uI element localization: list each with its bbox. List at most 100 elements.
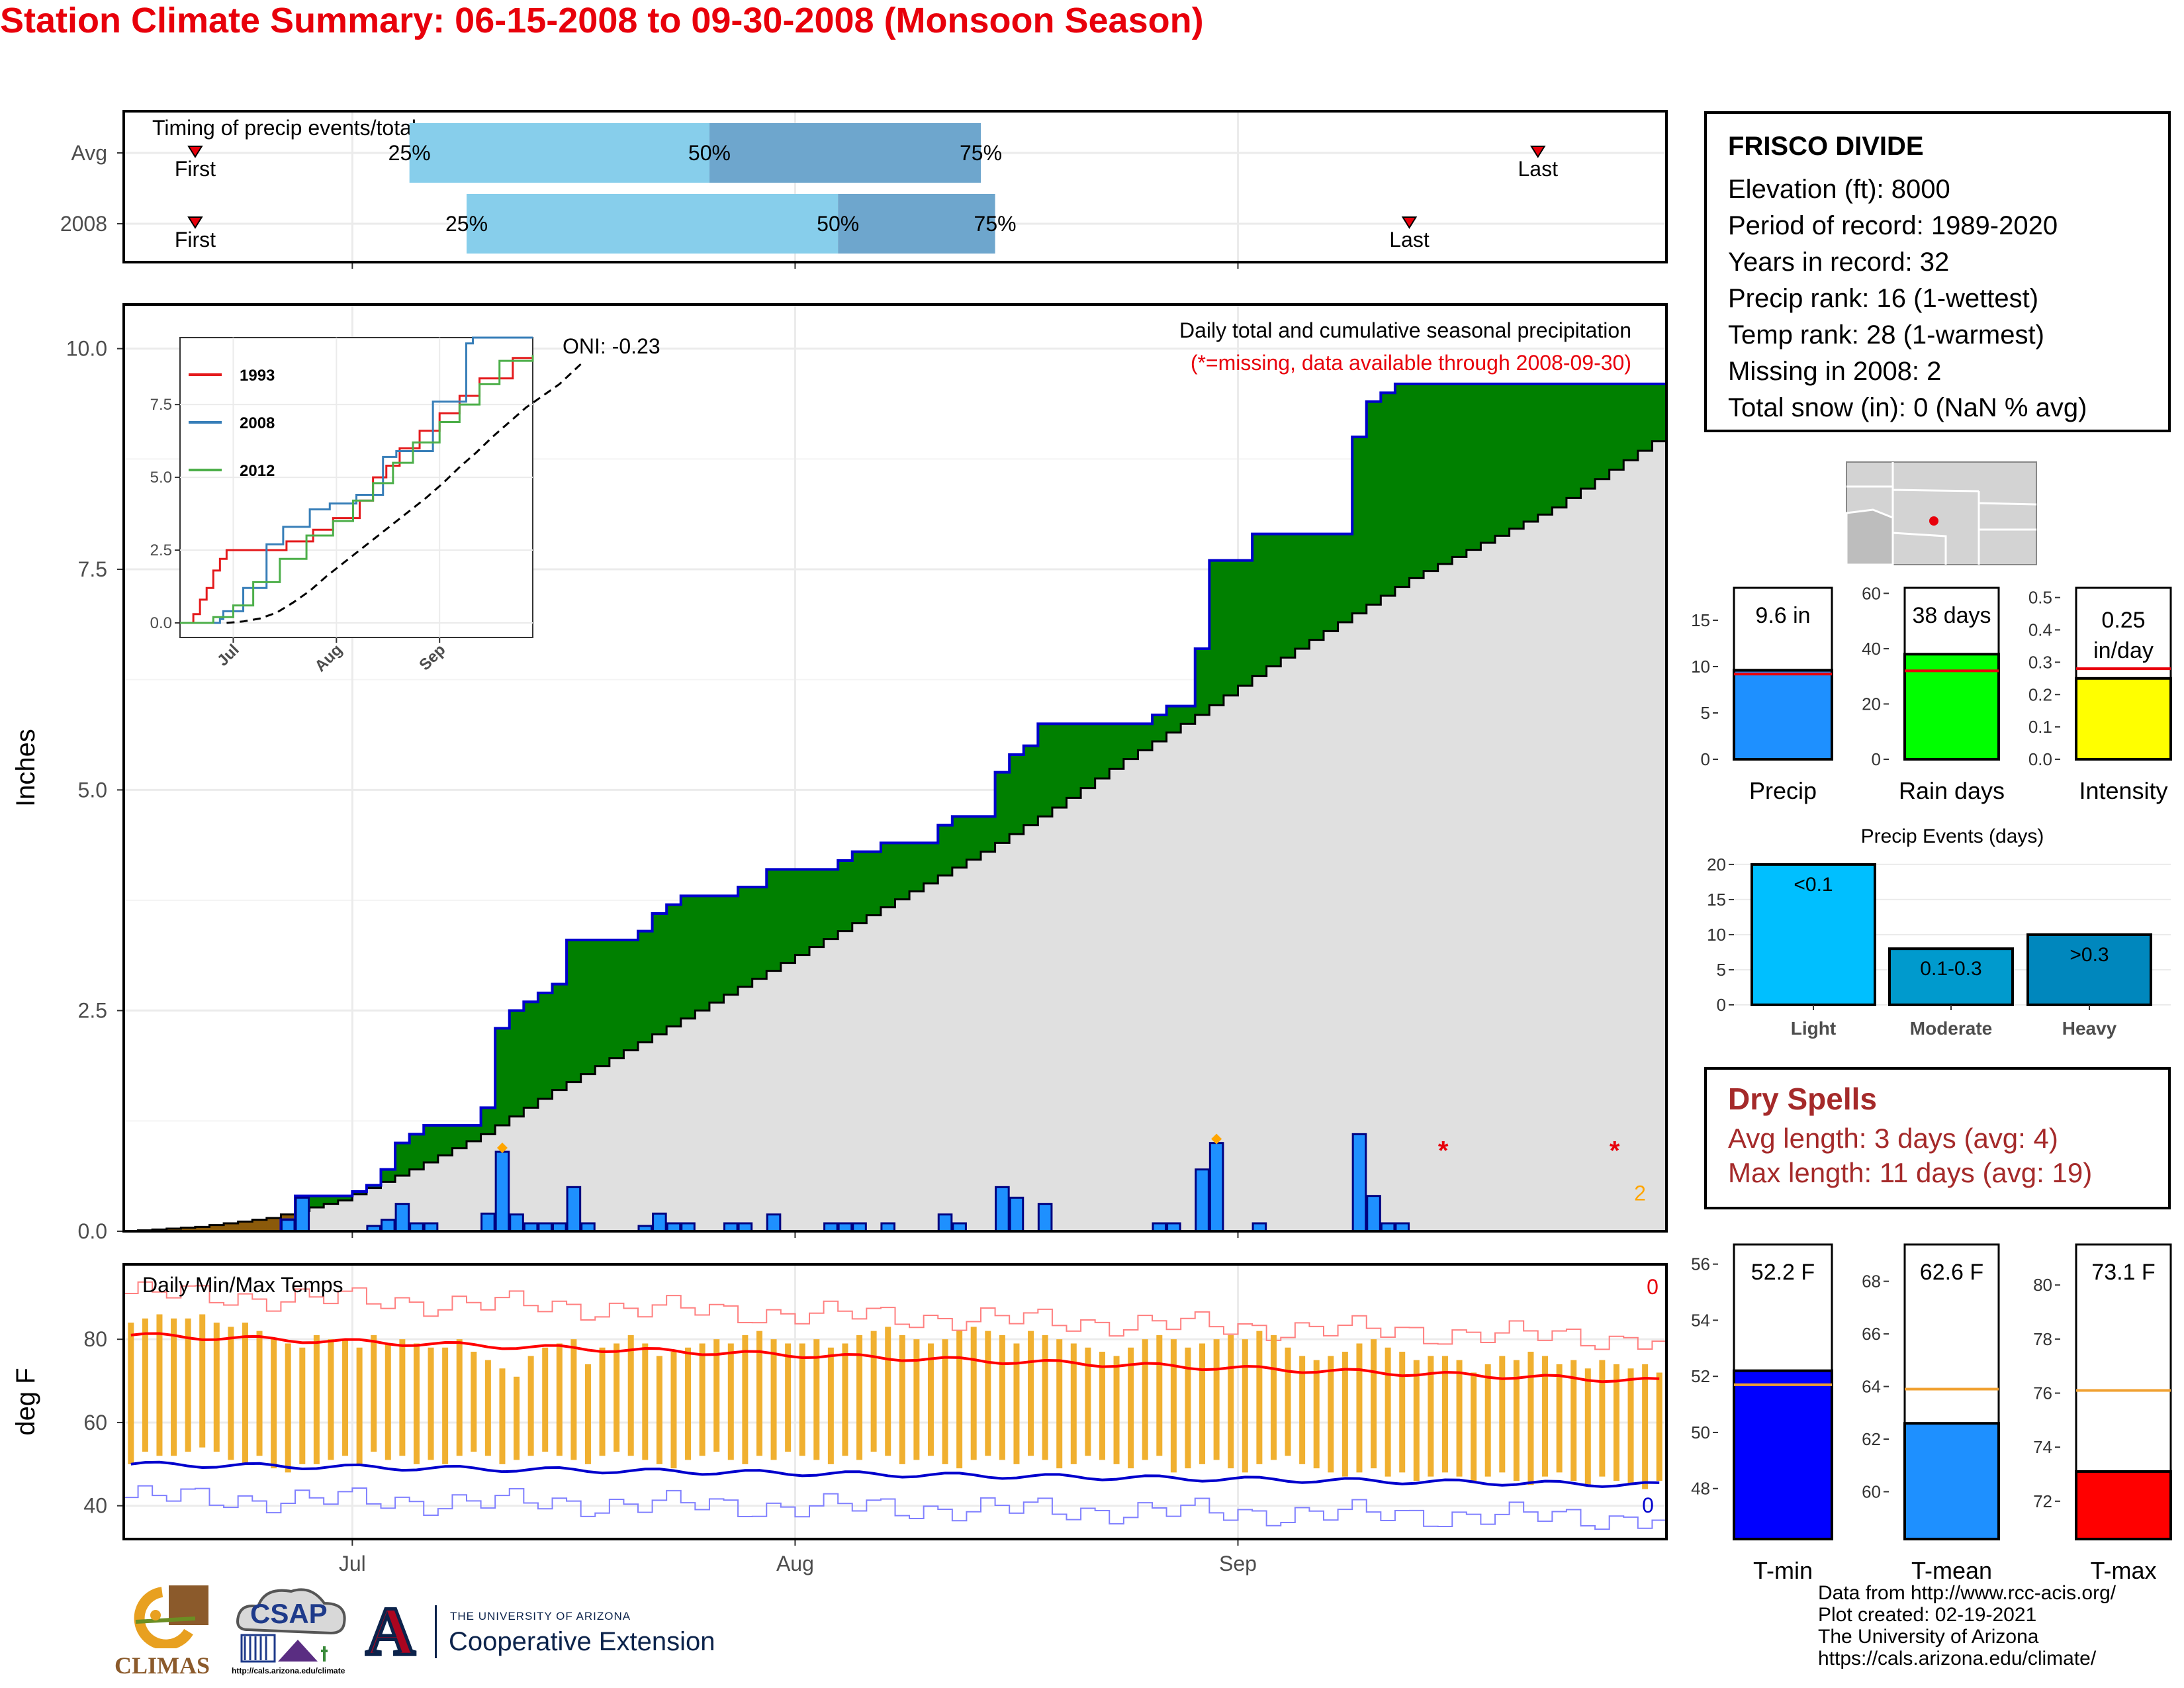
totals-bar-charts: 0 5 10 15 9.6 in Precip 0 20 40 60 38 days Rain day…: [1691, 583, 2172, 804]
above-normal-segment: [1609, 384, 1624, 470]
timing-quartile-label: 75%: [974, 212, 1017, 236]
above-normal-segment: [738, 887, 753, 987]
above-normal-segment: [723, 896, 739, 995]
events-ytick-label: 15: [1707, 890, 1726, 910]
totals-ytick-label: 0.4: [2028, 620, 2052, 640]
observed-cumulative-line: [124, 383, 1666, 1233]
above-normal-segment: [523, 1002, 539, 1108]
station-info-box: FRISCO DIVIDE Elevation (ft): 8000 Perio…: [1704, 111, 2171, 432]
above-normal-segment: [609, 940, 624, 1058]
daily-precip-bar: [480, 1212, 496, 1233]
above-normal-segment: [1281, 534, 1296, 658]
csap-logo-url: http://cals.arizona.edu/climate: [232, 1666, 345, 1675]
inset-bg: [179, 337, 533, 638]
events-bar-label: <0.1: [1794, 874, 1833, 896]
daily-precip-bar: [566, 1186, 582, 1233]
above-normal-segment: [981, 816, 996, 852]
timing-quartile-label: 50%: [817, 212, 859, 236]
temp-avg-category-label: T-max: [2090, 1557, 2156, 1584]
totals-ytick-label: 0.1: [2028, 717, 2052, 737]
station-snow: Total snow (in): 0 (NaN % avg): [1728, 393, 2087, 422]
totals-value-label: 9.6 in: [1755, 603, 1810, 628]
main-ytick-label: 5.0: [78, 778, 107, 802]
precip-events-chart: Precip Events (days) 0 5 10 15 20 <0.1 Light 0.1…: [1707, 825, 2171, 1039]
temps-frame: [122, 1263, 1668, 1540]
below-normal-segment: [209, 1225, 224, 1231]
daily-precip-bar: [1009, 1196, 1024, 1233]
temps-xtick-label: Sep: [1219, 1552, 1257, 1575]
temp-avg-bar: [2075, 1470, 2172, 1541]
main-frame: [122, 303, 1668, 1233]
station-temp-rank: Temp rank: 28 (1-warmest): [1728, 320, 2044, 350]
above-normal-segment: [495, 1028, 510, 1125]
main-ylabel: Inches: [11, 729, 40, 807]
above-normal-segment: [1123, 724, 1138, 759]
above-normal-segment: [1652, 384, 1667, 442]
above-normal-segment: [1238, 560, 1253, 686]
events-ytick-label: 0: [1717, 995, 1726, 1015]
inset-ytick-label: 0.0: [150, 614, 172, 632]
above-normal-segment: [509, 1010, 524, 1117]
temp-avg-ytick-label: 50: [1691, 1423, 1710, 1442]
above-normal-segment: [552, 984, 567, 1090]
totals-category-label: Intensity: [2079, 777, 2167, 804]
above-normal-segment: [880, 843, 895, 908]
daily-precip-bar: [1037, 1203, 1053, 1233]
station-precip-rank: Precip rank: 16 (1-wettest): [1728, 284, 2039, 313]
events-bar-label: >0.3: [2070, 944, 2109, 966]
above-normal-segment: [1052, 724, 1067, 808]
daily-precip-bar: [995, 1186, 1010, 1233]
above-normal-segment: [1081, 724, 1096, 788]
above-normal-segment: [1637, 384, 1653, 451]
timing-last-marker: [1401, 216, 1418, 229]
ua-logo-small-text: THE UNIVERSITY OF ARIZONA: [450, 1610, 631, 1622]
events-bar: [1888, 947, 2014, 1007]
above-normal-segment: [623, 940, 639, 1051]
temp-avg-category-label: T-min: [1753, 1557, 1813, 1584]
temps-chart: Daily Min/Max Temps 0 0 40 60 80 Jul Aug Sep deg …: [11, 1263, 1668, 1575]
below-normal-segment: [181, 1227, 196, 1231]
above-normal-segment: [467, 1125, 482, 1141]
station-years: Years in record: 32: [1728, 248, 1950, 277]
dry-spells-heading: Dry Spells: [1728, 1082, 1877, 1116]
temp-avg-ytick-label: 64: [1862, 1377, 1881, 1397]
main-ytick-label: 2.5: [78, 999, 107, 1023]
above-normal-segment: [766, 869, 782, 971]
main-chart-subtitle: (*=missing, data available through 2008-…: [1191, 351, 1631, 375]
timing-quartile-bar-upper: [838, 194, 995, 254]
below-normal-segment: [252, 1219, 267, 1231]
missing-count: 2: [1634, 1181, 1646, 1205]
daily-precip-bar: [381, 1219, 396, 1233]
temp-avg-ytick-label: 80: [2033, 1275, 2052, 1295]
above-normal-segment: [452, 1125, 467, 1149]
temps-ytick-label: 60: [83, 1411, 107, 1434]
events-bar: [1751, 863, 1876, 1006]
temp-avg-ytick-label: 72: [2033, 1491, 2052, 1511]
timing-frame: [122, 110, 1668, 263]
above-normal-segment: [1309, 534, 1324, 640]
totals-ytick-label: 15: [1691, 610, 1710, 630]
daily-precip-bar: [766, 1213, 782, 1233]
totals-value-unit: in/day: [2093, 638, 2154, 663]
events-category-label: Light: [1791, 1018, 1836, 1039]
daily-precip-bar: [280, 1219, 296, 1233]
above-normal-segment: [1181, 706, 1196, 724]
above-normal-segment: [309, 1196, 324, 1207]
above-normal-segment: [1038, 724, 1053, 817]
totals-category-label: Rain days: [1899, 777, 2005, 804]
temp-avg-ytick-label: 68: [1862, 1272, 1881, 1291]
above-normal-segment: [666, 904, 682, 1027]
record-min-line: [124, 1485, 1666, 1530]
temp-avg-ytick-label: 74: [2033, 1437, 2052, 1457]
above-normal-segment: [1066, 724, 1081, 798]
temp-avg-bar: [1733, 1369, 1833, 1541]
timing-row-label: 2008: [60, 212, 107, 236]
credit-data-source: Data from http://www.rcc-acis.org/: [1818, 1582, 2116, 1604]
timing-last-label: Last: [1518, 157, 1559, 181]
temp-avg-ytick-label: 54: [1691, 1310, 1710, 1330]
events-ytick-label: 20: [1707, 855, 1726, 874]
normal-max-line: [130, 1332, 1660, 1383]
above-normal-segment: [938, 825, 953, 876]
timing-quartile-label: 50%: [688, 141, 731, 165]
timing-title: Timing of precip events/totals: [152, 116, 427, 140]
